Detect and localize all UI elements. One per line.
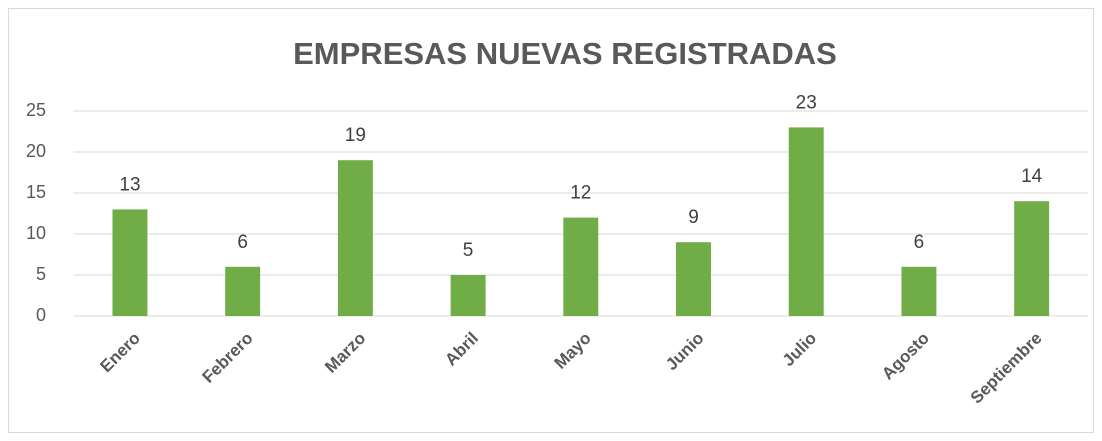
- bar: [676, 242, 711, 316]
- data-label: 9: [688, 207, 699, 228]
- y-tick-label: 5: [36, 264, 46, 284]
- data-label: 5: [463, 240, 474, 261]
- bar: [337, 160, 373, 316]
- data-label: 14: [1021, 166, 1043, 187]
- data-label: 12: [570, 183, 591, 204]
- chart-title: EMPRESAS NUEVAS REGISTRADAS: [293, 36, 837, 71]
- data-label: 13: [119, 174, 140, 195]
- bar: [1014, 201, 1050, 316]
- data-label: 19: [345, 125, 366, 146]
- y-tick-label: 25: [26, 100, 46, 120]
- bar: [901, 266, 937, 316]
- bar: [788, 127, 824, 317]
- y-tick-label: 20: [26, 141, 46, 161]
- y-tick-label: 0: [36, 305, 46, 325]
- bar: [225, 266, 261, 316]
- y-tick-label: 15: [26, 182, 46, 202]
- bar: [450, 275, 486, 316]
- data-label: 23: [796, 92, 817, 113]
- bar: [112, 209, 148, 316]
- data-label: 6: [914, 232, 925, 253]
- data-label: 6: [237, 232, 248, 253]
- chart-border: [8, 8, 1094, 433]
- y-tick-label: 10: [26, 223, 46, 243]
- bar: [563, 217, 599, 316]
